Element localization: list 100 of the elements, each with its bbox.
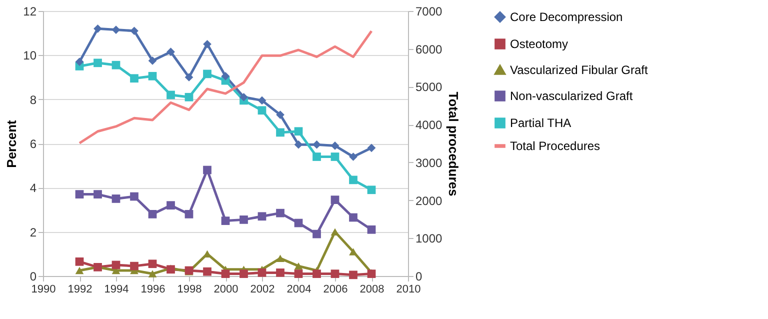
y-tick-label: 0 xyxy=(30,270,37,284)
legend-label: Vascularized Fibular Graft xyxy=(510,63,648,77)
x-tick-label: 2006 xyxy=(323,284,348,296)
point xyxy=(276,208,284,218)
y-tick-label: 4 xyxy=(30,181,37,196)
point xyxy=(240,216,248,224)
point xyxy=(294,270,303,278)
point xyxy=(94,24,102,33)
point xyxy=(148,72,157,80)
point xyxy=(75,266,84,274)
x-tick-label: 2002 xyxy=(250,284,275,296)
point xyxy=(184,210,194,218)
point xyxy=(166,201,175,210)
y2-tick-label: 3000 xyxy=(416,156,443,170)
point xyxy=(166,48,175,56)
x-tick-label: 2004 xyxy=(286,284,312,296)
point xyxy=(94,58,102,68)
point xyxy=(94,190,102,198)
point xyxy=(221,72,230,80)
point xyxy=(112,26,120,34)
point xyxy=(349,152,358,161)
point xyxy=(349,270,358,280)
y-tick-label: 2 xyxy=(30,225,37,240)
point xyxy=(112,260,120,270)
point xyxy=(258,268,266,277)
point xyxy=(349,248,358,256)
point xyxy=(75,58,84,66)
point xyxy=(330,152,340,161)
point xyxy=(184,73,194,82)
point xyxy=(75,257,84,266)
point xyxy=(203,70,212,78)
point xyxy=(258,212,266,221)
line-series xyxy=(78,30,373,144)
point xyxy=(112,60,120,70)
point xyxy=(294,262,303,270)
legend-label: Partial THA xyxy=(510,116,572,130)
point xyxy=(221,216,230,225)
x-tick-label: 2010 xyxy=(396,284,421,296)
x-tick-label: 2000 xyxy=(214,284,238,296)
point xyxy=(276,128,284,137)
point xyxy=(240,270,248,278)
point xyxy=(294,127,303,136)
point xyxy=(276,110,284,119)
point xyxy=(294,140,303,149)
point xyxy=(276,254,284,262)
point xyxy=(330,196,340,204)
point xyxy=(75,190,84,198)
point xyxy=(240,92,248,102)
point xyxy=(258,96,266,105)
point xyxy=(130,262,138,270)
x-tick-label: 1994 xyxy=(104,284,129,296)
y2-axis-title: Total procedures xyxy=(446,92,462,196)
point xyxy=(367,186,376,194)
y2-tick-label: 0 xyxy=(416,270,422,284)
point xyxy=(148,56,157,65)
point xyxy=(148,260,157,268)
y-tick-label: 10 xyxy=(23,48,37,63)
point xyxy=(367,225,376,234)
legend-label: Core Decompression xyxy=(510,10,623,24)
point xyxy=(330,142,340,150)
point xyxy=(112,194,120,203)
y2-tick-label: 6000 xyxy=(416,42,443,56)
point xyxy=(367,144,376,152)
point xyxy=(312,140,321,149)
y2-tick-label: 4000 xyxy=(416,118,443,132)
x-tick-label: 1990 xyxy=(31,284,56,296)
y2-tick-label: 2000 xyxy=(416,194,443,208)
legend-label: Non-vascularized Graft xyxy=(510,89,634,103)
point xyxy=(148,210,157,218)
point xyxy=(203,166,212,174)
y-tick-label: 12 xyxy=(23,4,37,18)
point xyxy=(203,267,212,276)
y2-tick-label: 1000 xyxy=(416,232,443,246)
point xyxy=(312,230,321,238)
legend-label: Total Procedures xyxy=(510,139,600,153)
point xyxy=(312,152,321,161)
point xyxy=(130,192,138,201)
point xyxy=(349,213,358,222)
point xyxy=(312,270,321,278)
x-tick-label: 1992 xyxy=(68,284,92,296)
point xyxy=(349,176,358,184)
legend-label: Osteotomy xyxy=(510,37,568,51)
x-tick-label: 1996 xyxy=(140,284,166,296)
y2-tick-label: 7000 xyxy=(416,4,443,18)
x-tick-label: 2008 xyxy=(360,284,384,296)
point xyxy=(221,270,230,278)
point xyxy=(130,74,138,83)
point xyxy=(166,90,175,100)
point xyxy=(148,270,157,278)
x-tick-label: 1998 xyxy=(177,284,202,296)
point xyxy=(184,92,194,102)
y-tick-label: 8 xyxy=(30,92,37,107)
point xyxy=(258,106,266,115)
point xyxy=(276,268,284,277)
point xyxy=(203,40,212,48)
point xyxy=(330,270,340,278)
y-axis-title: Percent xyxy=(4,119,20,168)
point xyxy=(294,218,303,228)
point xyxy=(130,26,138,36)
point xyxy=(330,228,340,236)
